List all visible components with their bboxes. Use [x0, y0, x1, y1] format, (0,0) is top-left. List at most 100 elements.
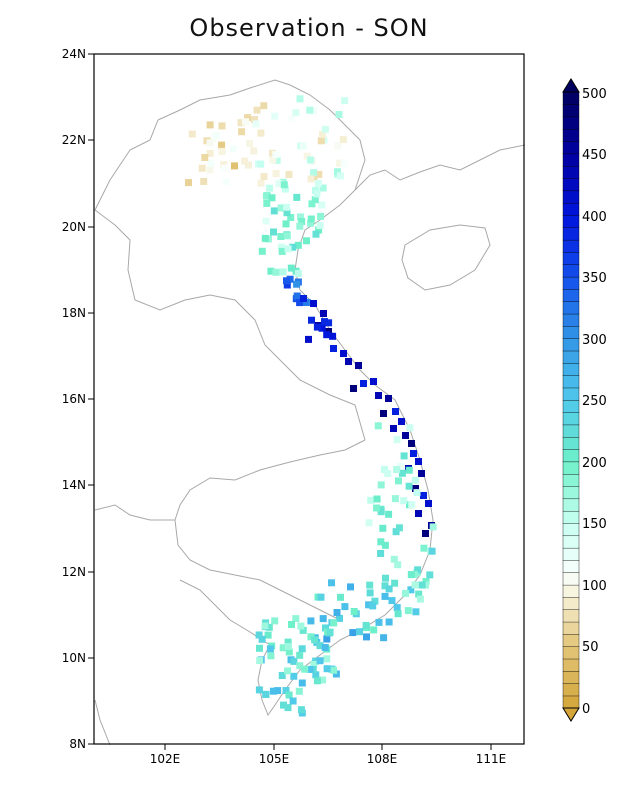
colorbar-bin	[562, 165, 580, 179]
station-marker	[242, 118, 249, 126]
colorbar-bin	[562, 695, 580, 709]
station-marker	[283, 209, 291, 217]
station-marker	[300, 295, 307, 302]
station-marker	[293, 280, 301, 288]
china-coast	[354, 144, 526, 191]
station-marker	[332, 670, 340, 678]
colorbar-label: 450	[582, 148, 607, 163]
station-marker	[284, 638, 292, 646]
station-marker	[413, 489, 421, 497]
station-marker	[188, 130, 196, 138]
station-marker	[277, 243, 285, 251]
station-marker	[268, 194, 276, 202]
station-marker	[365, 601, 373, 609]
station-marker	[362, 621, 370, 629]
station-marker	[290, 672, 298, 680]
station-marker	[206, 166, 214, 174]
station-marker	[349, 629, 357, 637]
station-marker	[394, 561, 402, 569]
station-marker	[200, 178, 208, 185]
station-marker	[264, 631, 272, 639]
station-markers	[185, 95, 437, 717]
colorbar-bin	[562, 572, 580, 586]
colorbar-bin	[562, 325, 580, 339]
station-marker	[340, 160, 348, 167]
station-marker	[322, 624, 329, 632]
station-marker	[314, 180, 322, 188]
station-marker	[288, 621, 295, 628]
station-marker	[301, 665, 309, 673]
station-marker	[418, 581, 426, 589]
station-marker	[381, 582, 389, 590]
station-marker	[336, 614, 343, 622]
station-marker	[221, 164, 229, 172]
station-marker	[295, 687, 303, 695]
colorbar-label: 300	[582, 333, 607, 348]
colorbar-bin	[562, 584, 580, 598]
station-marker	[317, 212, 325, 220]
colorbar-bin	[562, 301, 580, 315]
station-marker	[369, 602, 377, 610]
station-marker	[256, 657, 264, 664]
station-marker	[415, 590, 423, 598]
station-marker	[400, 452, 408, 460]
station-marker	[285, 648, 293, 656]
station-marker	[293, 193, 301, 201]
station-marker	[292, 615, 300, 623]
station-marker	[241, 157, 249, 165]
station-marker	[307, 156, 315, 164]
station-marker	[262, 192, 270, 200]
station-marker	[385, 395, 392, 402]
station-marker	[298, 645, 306, 653]
station-marker	[367, 496, 375, 504]
colorbar-label: 350	[582, 271, 607, 286]
station-marker	[253, 106, 261, 114]
station-marker	[311, 636, 319, 644]
station-marker	[303, 152, 311, 160]
lat-tick: 22N	[62, 133, 86, 147]
station-marker	[252, 120, 260, 128]
colorbar-bin	[562, 670, 580, 684]
station-marker	[311, 196, 319, 204]
station-marker	[339, 136, 347, 143]
lon-tick: 102E	[150, 752, 181, 766]
station-marker	[333, 609, 341, 616]
lat-tick: 12N	[62, 565, 86, 579]
gulf-coast	[179, 579, 271, 646]
station-marker	[231, 162, 238, 170]
lat-tick: 8N	[69, 737, 86, 751]
station-marker	[330, 345, 337, 352]
station-marker	[347, 583, 354, 591]
station-marker	[274, 687, 282, 695]
station-marker	[330, 666, 338, 674]
station-marker	[341, 97, 349, 105]
station-marker	[382, 574, 389, 582]
colorbar-bin	[562, 424, 580, 438]
map-title: Observation - SON	[189, 14, 429, 42]
station-marker	[395, 524, 403, 532]
station-marker	[262, 217, 270, 225]
station-marker	[398, 469, 406, 477]
station-marker	[321, 318, 328, 326]
colorbar-bin	[562, 313, 580, 327]
station-marker	[284, 704, 292, 712]
station-marker	[319, 615, 327, 623]
colorbar-bin	[562, 621, 580, 635]
station-marker	[315, 226, 323, 234]
lon-tick: 111E	[476, 752, 507, 766]
station-marker	[307, 633, 315, 641]
station-marker	[283, 277, 290, 285]
station-marker	[410, 450, 417, 457]
station-marker	[390, 425, 397, 432]
station-marker	[305, 335, 312, 343]
station-marker	[296, 299, 304, 307]
station-marker	[278, 247, 286, 255]
station-marker	[250, 147, 258, 155]
station-marker	[356, 628, 364, 636]
station-marker	[312, 230, 320, 238]
station-marker	[370, 626, 378, 634]
station-marker	[262, 690, 270, 698]
station-marker	[323, 635, 331, 643]
station-marker	[255, 686, 263, 694]
station-marker	[425, 500, 432, 507]
